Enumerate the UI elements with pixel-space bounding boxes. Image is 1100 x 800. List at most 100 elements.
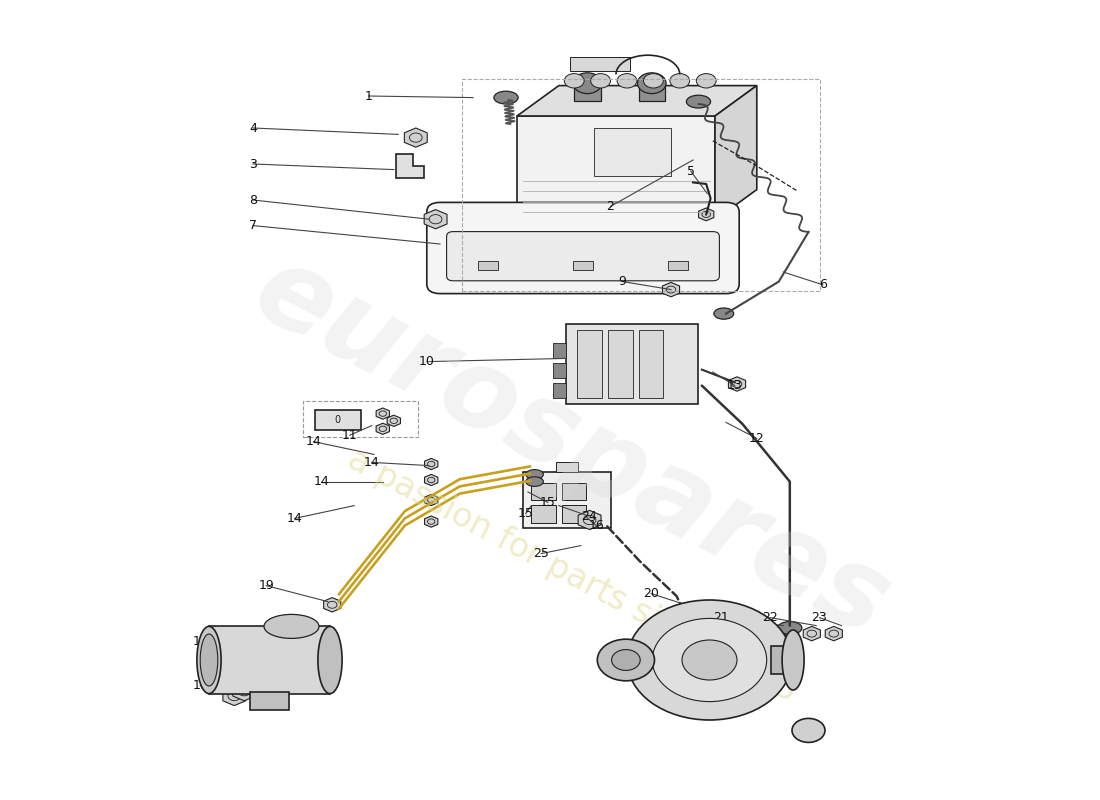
Text: 10: 10 — [419, 355, 435, 368]
Text: 15: 15 — [518, 507, 534, 520]
Text: 15: 15 — [540, 496, 556, 509]
Polygon shape — [425, 516, 438, 527]
Text: 1: 1 — [364, 90, 373, 102]
Polygon shape — [728, 377, 746, 391]
FancyBboxPatch shape — [447, 232, 719, 281]
Bar — [553, 363, 566, 378]
Text: 24: 24 — [581, 510, 596, 522]
Text: 20: 20 — [644, 587, 659, 600]
Polygon shape — [425, 458, 438, 470]
Bar — [566, 324, 698, 404]
Polygon shape — [579, 510, 601, 530]
Polygon shape — [233, 682, 255, 701]
Text: 9: 9 — [618, 275, 627, 288]
Bar — [594, 128, 671, 176]
Bar — [639, 330, 663, 398]
Circle shape — [597, 639, 654, 681]
Ellipse shape — [318, 626, 342, 694]
Circle shape — [617, 74, 637, 88]
Text: 22: 22 — [762, 611, 778, 624]
Text: 13: 13 — [727, 379, 742, 392]
Bar — [556, 462, 578, 472]
Text: 14: 14 — [306, 435, 321, 448]
Polygon shape — [825, 626, 843, 641]
Ellipse shape — [714, 308, 734, 319]
Polygon shape — [223, 686, 245, 706]
Bar — [209, 626, 330, 694]
Ellipse shape — [264, 614, 319, 638]
Text: 3: 3 — [249, 158, 257, 170]
Polygon shape — [323, 598, 341, 612]
Text: 8: 8 — [249, 194, 257, 206]
Polygon shape — [387, 415, 400, 426]
Bar — [771, 646, 802, 674]
Text: 5: 5 — [686, 165, 695, 178]
Bar — [315, 410, 361, 430]
Polygon shape — [425, 494, 438, 506]
Polygon shape — [425, 474, 438, 486]
Circle shape — [612, 650, 640, 670]
Polygon shape — [425, 210, 447, 229]
Circle shape — [644, 74, 663, 88]
Bar — [531, 482, 556, 501]
Polygon shape — [698, 208, 714, 221]
Text: 0: 0 — [334, 415, 341, 425]
Text: 4: 4 — [249, 122, 257, 134]
Ellipse shape — [526, 477, 543, 486]
Bar — [638, 83, 664, 101]
Text: 23: 23 — [812, 611, 827, 624]
Polygon shape — [376, 408, 389, 419]
Text: 7: 7 — [249, 219, 257, 232]
Text: 16: 16 — [588, 519, 604, 532]
Text: 11: 11 — [342, 429, 358, 442]
Text: 18: 18 — [192, 679, 208, 692]
Polygon shape — [396, 154, 424, 178]
Bar — [553, 343, 566, 358]
Polygon shape — [662, 282, 680, 297]
Text: 25: 25 — [534, 547, 549, 560]
Bar — [562, 482, 586, 501]
FancyBboxPatch shape — [427, 202, 739, 294]
Ellipse shape — [526, 470, 543, 479]
Bar — [302, 401, 418, 437]
Bar — [578, 330, 602, 398]
Text: 12: 12 — [749, 432, 764, 445]
Circle shape — [638, 73, 666, 94]
Text: 21: 21 — [713, 611, 728, 624]
Circle shape — [792, 718, 825, 742]
Circle shape — [591, 74, 611, 88]
Circle shape — [573, 73, 602, 94]
Bar — [462, 79, 820, 291]
Polygon shape — [803, 626, 821, 641]
Text: 19: 19 — [258, 579, 274, 592]
Text: 14: 14 — [314, 475, 329, 488]
Polygon shape — [376, 423, 389, 434]
Bar — [573, 261, 593, 270]
Ellipse shape — [197, 626, 221, 694]
Bar — [669, 261, 689, 270]
Text: 14: 14 — [287, 512, 303, 525]
Ellipse shape — [200, 634, 218, 686]
Bar — [477, 261, 497, 270]
Bar — [574, 83, 601, 101]
Text: eurospares: eurospares — [236, 236, 908, 660]
Circle shape — [696, 74, 716, 88]
Ellipse shape — [778, 622, 802, 634]
Text: 17: 17 — [192, 635, 208, 648]
Bar — [608, 330, 632, 398]
Polygon shape — [715, 86, 757, 220]
Circle shape — [670, 74, 690, 88]
Bar — [531, 506, 556, 523]
Ellipse shape — [782, 630, 804, 690]
Bar — [562, 506, 586, 523]
Bar — [522, 472, 611, 528]
Text: 2: 2 — [606, 200, 615, 213]
Circle shape — [682, 640, 737, 680]
Bar — [570, 57, 630, 71]
Bar — [250, 692, 289, 710]
Polygon shape — [517, 86, 757, 116]
Circle shape — [564, 74, 584, 88]
Text: 6: 6 — [818, 278, 827, 291]
Circle shape — [652, 618, 767, 702]
Circle shape — [627, 600, 792, 720]
